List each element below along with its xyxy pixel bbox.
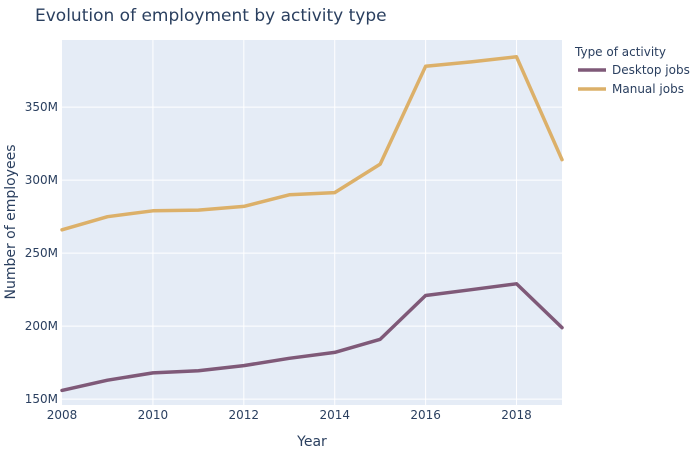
legend-title: Type of activity bbox=[574, 45, 666, 59]
legend-label: Desktop jobs bbox=[612, 63, 690, 77]
chart-title: Evolution of employment by activity type bbox=[35, 6, 387, 26]
x-tick-label: 2008 bbox=[47, 408, 78, 422]
y-tick-label: 150M bbox=[25, 392, 58, 406]
x-tick-label: 2018 bbox=[501, 408, 532, 422]
x-tick-label: 2014 bbox=[319, 408, 350, 422]
x-tick-label: 2012 bbox=[229, 408, 260, 422]
x-axis-ticks: 2008 2010 2012 2014 2016 2018 bbox=[47, 408, 532, 422]
y-tick-label: 200M bbox=[25, 319, 58, 333]
series-line bbox=[60, 55, 564, 232]
legend-label: Manual jobs bbox=[612, 82, 684, 96]
y-axis-title: Number of employees bbox=[3, 144, 19, 299]
y-tick-label: 300M bbox=[25, 173, 58, 187]
x-tick-label: 2010 bbox=[138, 408, 169, 422]
series-group bbox=[60, 55, 564, 393]
x-axis-title: Year bbox=[296, 434, 327, 450]
y-axis-ticks: 150M 200M 250M 300M 350M bbox=[25, 100, 58, 406]
y-tick-label: 250M bbox=[25, 246, 58, 260]
series-line bbox=[60, 282, 564, 393]
grid-lines bbox=[62, 40, 562, 405]
y-tick-label: 350M bbox=[25, 100, 58, 114]
x-tick-label: 2016 bbox=[410, 408, 441, 422]
plot-background bbox=[62, 40, 562, 405]
legend: Type of activity Desktop jobs Manual jobs bbox=[574, 45, 690, 96]
